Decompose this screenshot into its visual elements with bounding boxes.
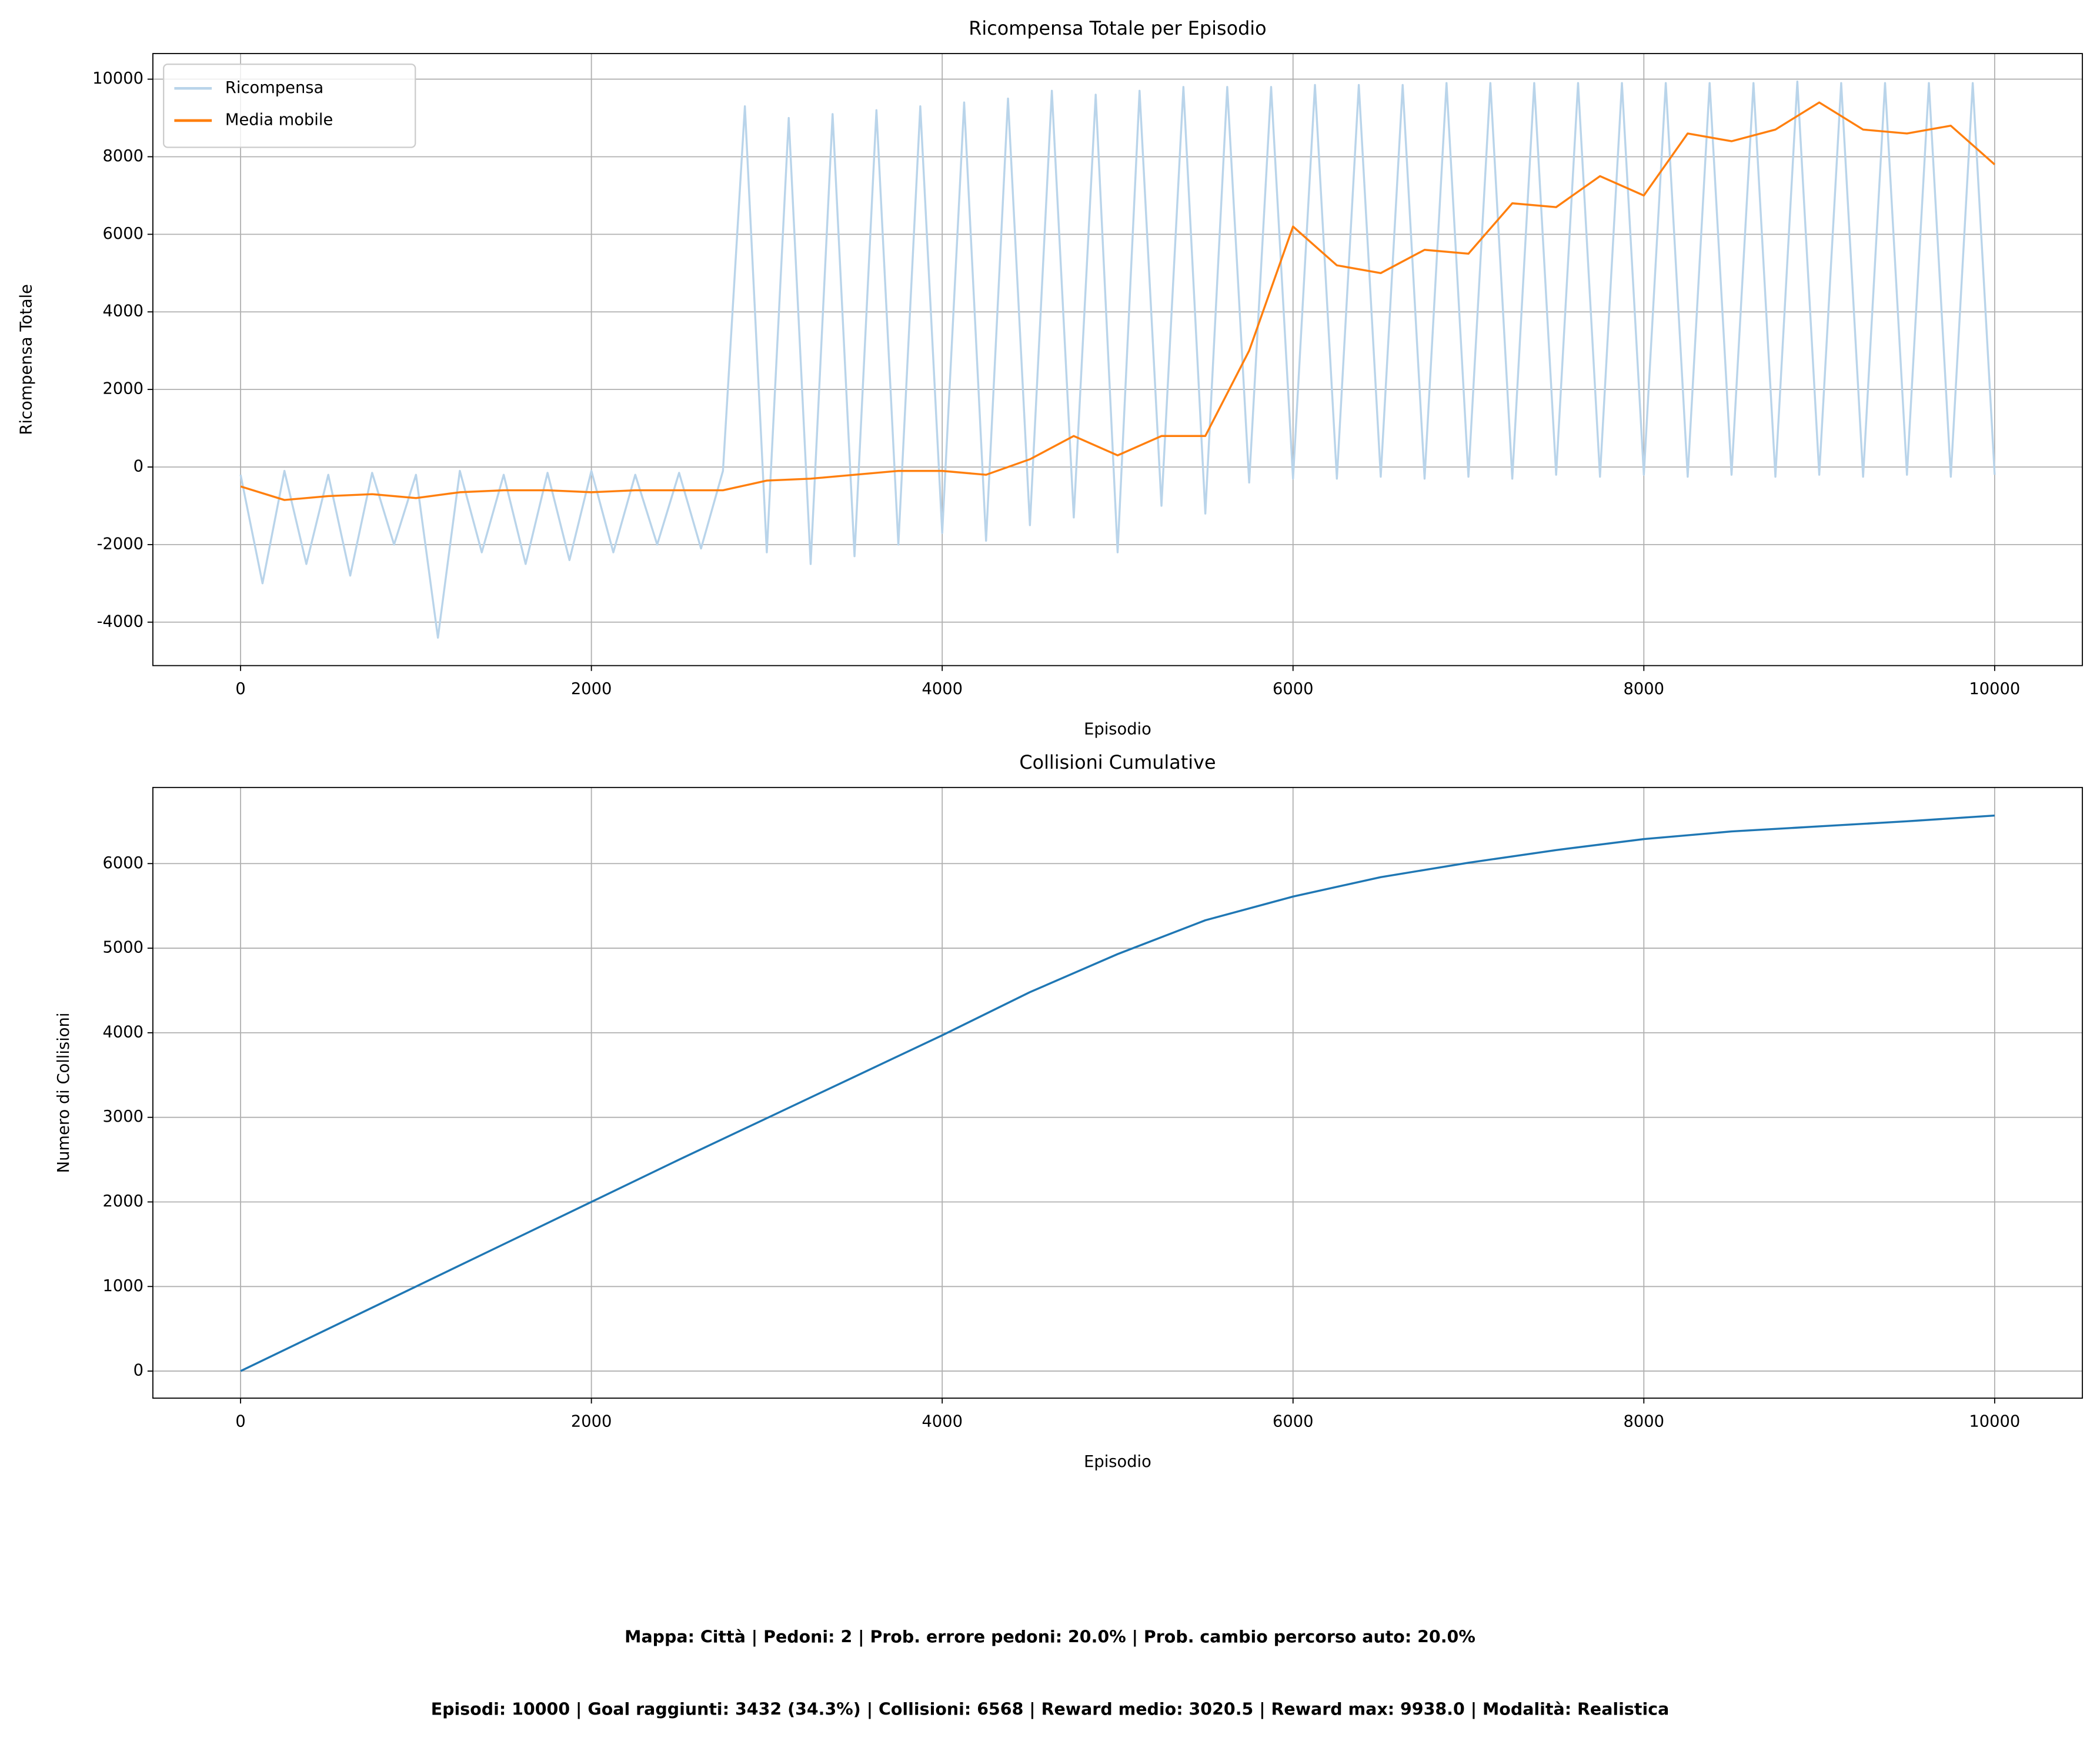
x-axis-label: Episodio [1084,720,1151,738]
x-tick-label: 2000 [571,1413,612,1431]
series-line [240,101,1996,501]
y-tick-label: 4000 [103,1023,144,1041]
y-tick-label: 3000 [103,1108,144,1126]
x-tick-label: 4000 [922,1413,963,1431]
legend-label: Media mobile [225,111,333,129]
y-tick-label: 6000 [103,854,144,872]
legend-box [163,64,416,148]
x-tick-label: 2000 [571,680,612,698]
footer-line: Mappa: Città | Pedoni: 2 | Prob. errore … [625,1627,1475,1647]
series-line [240,814,1995,1372]
x-tick-label: 6000 [1273,1413,1314,1431]
x-tick-label: 0 [235,680,245,698]
y-axis-label: Ricompensa Totale [17,284,35,435]
y-tick-label: 6000 [103,225,144,243]
x-tick-label: 10000 [1969,680,2020,698]
y-tick-label: -4000 [97,612,143,631]
y-tick-label: 8000 [103,147,144,165]
y-axis-label: Numero di Collisioni [55,1013,73,1173]
x-tick-label: 8000 [1624,1413,1665,1431]
chart-title: Collisioni Cumulative [1019,751,1216,773]
y-tick-label: 2000 [103,1192,144,1210]
x-tick-label: 8000 [1624,680,1665,698]
y-tick-label: 2000 [103,380,144,398]
x-tick-label: 6000 [1273,680,1314,698]
series-line [239,80,1996,639]
legend-label: Ricompensa [225,79,323,97]
y-tick-label: 10000 [92,69,143,88]
x-tick-label: 0 [235,1413,245,1431]
axes-frame [152,786,2083,1399]
y-tick-label: 0 [133,1362,143,1380]
x-tick-label: 4000 [922,680,963,698]
x-axis-label: Episodio [1084,1453,1151,1471]
y-tick-label: 1000 [103,1277,144,1295]
y-tick-label: 4000 [103,302,144,321]
y-tick-label: -2000 [97,535,143,553]
y-tick-label: 0 [133,458,143,476]
chart-title: Ricompensa Totale per Episodio [969,17,1266,39]
y-tick-label: 5000 [103,939,144,957]
x-tick-label: 10000 [1969,1413,2020,1431]
footer-line: Episodi: 10000 | Goal raggiunti: 3432 (3… [431,1700,1670,1719]
axes-frame [152,53,2083,666]
